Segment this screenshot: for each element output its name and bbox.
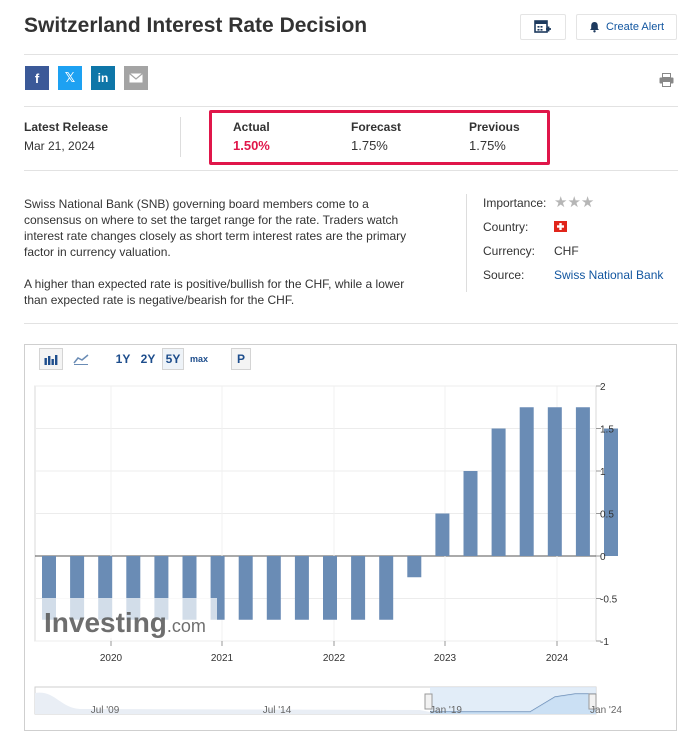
- star-icon: ★: [567, 194, 581, 211]
- forecast-label: Forecast: [351, 120, 402, 134]
- star-icon: ★: [580, 194, 595, 211]
- switzerland-flag-icon: [554, 221, 567, 232]
- facebook-share-button[interactable]: f: [25, 66, 49, 90]
- highlight-box: [209, 110, 550, 165]
- email-icon: [129, 73, 143, 83]
- currency-value: CHF: [554, 244, 579, 258]
- description-paragraph-2: A higher than expected rate is positive/…: [24, 277, 405, 307]
- range-max[interactable]: max: [189, 354, 208, 364]
- linkedin-share-button[interactable]: in: [91, 66, 115, 90]
- chart-container: [24, 344, 677, 731]
- twitter-share-button[interactable]: 𝕏: [58, 66, 82, 90]
- p-button[interactable]: P: [231, 348, 251, 370]
- calendar-add-icon: [534, 20, 551, 33]
- bar-chart-toggle[interactable]: [39, 348, 63, 370]
- linkedin-icon: in: [97, 71, 109, 85]
- source-link[interactable]: Swiss National Bank: [554, 268, 664, 282]
- email-share-button[interactable]: [124, 66, 148, 90]
- source-label: Source:: [483, 268, 525, 282]
- printer-icon[interactable]: [659, 73, 674, 87]
- previous-label: Previous: [469, 120, 520, 134]
- star-icon: ★: [554, 194, 568, 211]
- range-1y[interactable]: 1Y: [115, 352, 131, 366]
- latest-release-date: Mar 21, 2024: [24, 139, 95, 153]
- line-chart-toggle[interactable]: [69, 348, 93, 370]
- country-label: Country:: [483, 220, 529, 234]
- actual-value: 1.50%: [233, 138, 270, 153]
- importance-stars: ★★★: [554, 193, 594, 211]
- range-5y[interactable]: 5Y: [162, 348, 184, 370]
- range-2y[interactable]: 2Y: [140, 352, 156, 366]
- latest-release-label: Latest Release: [24, 120, 109, 134]
- previous-value: 1.75%: [469, 138, 506, 153]
- page-title: Switzerland Interest Rate Decision: [24, 14, 368, 37]
- description-paragraph-1: Swiss National Bank (SNB) governing boar…: [24, 197, 407, 259]
- create-alert-label: Create Alert: [605, 21, 665, 33]
- facebook-icon: f: [34, 70, 40, 86]
- line-chart-icon: [73, 353, 89, 365]
- currency-label: Currency:: [483, 244, 536, 258]
- add-to-calendar-button[interactable]: [520, 14, 566, 40]
- forecast-value: 1.75%: [351, 138, 388, 153]
- bar-chart-icon: [44, 354, 58, 365]
- create-alert-button[interactable]: Create Alert: [576, 14, 677, 40]
- actual-label: Actual: [233, 120, 270, 134]
- bell-icon: [589, 22, 599, 33]
- importance-label: Importance:: [483, 196, 547, 210]
- twitter-icon: 𝕏: [64, 70, 76, 85]
